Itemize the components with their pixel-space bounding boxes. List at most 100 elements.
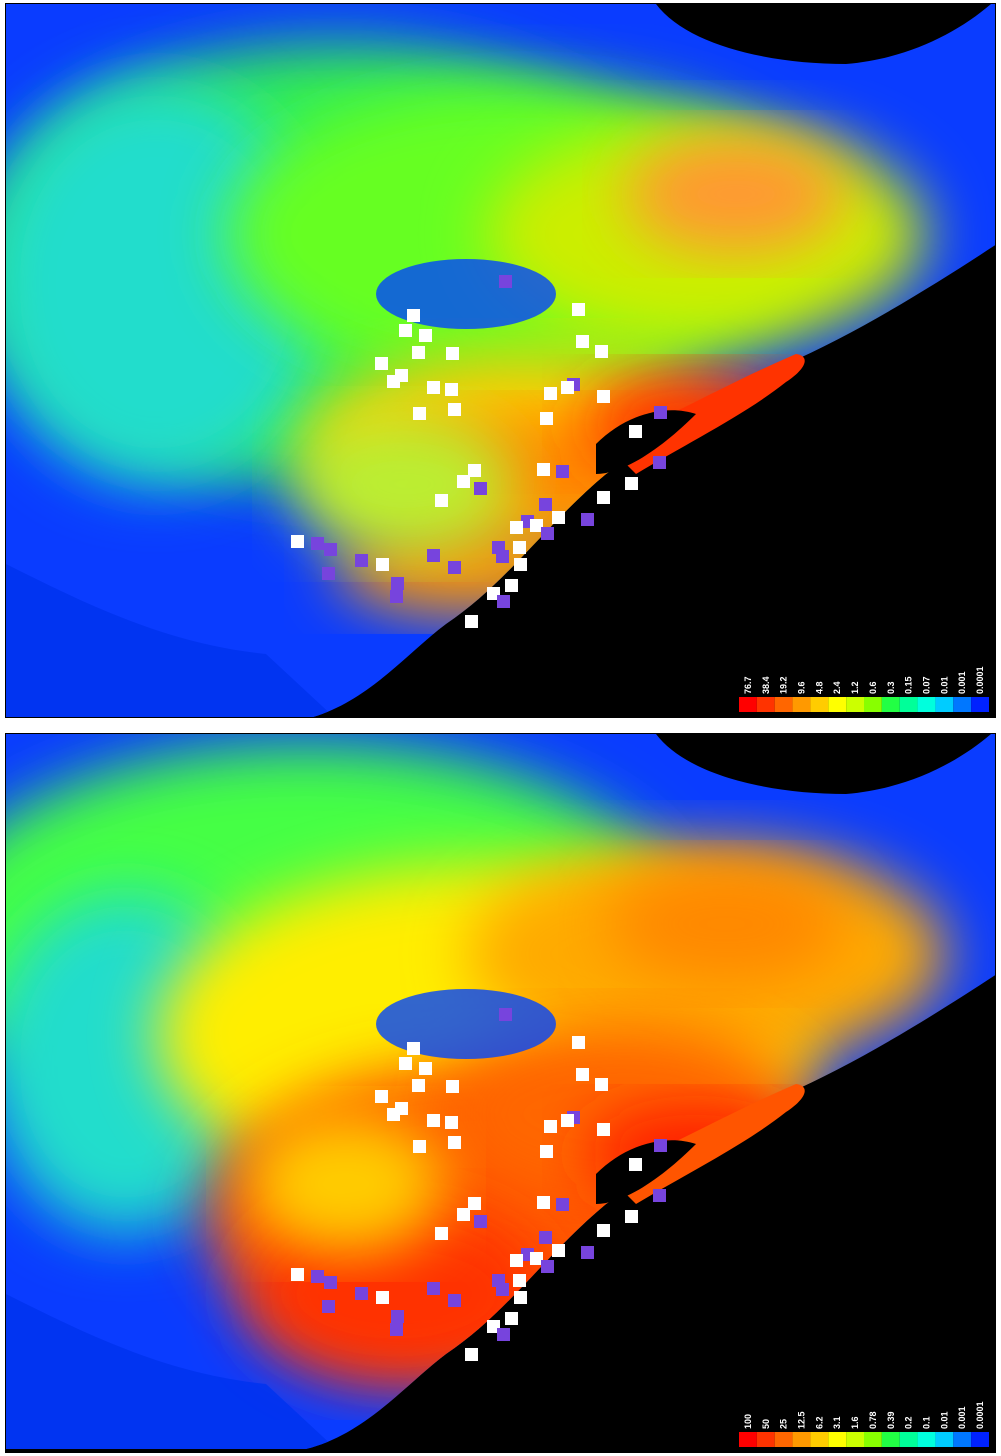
site-marker-white (537, 1196, 550, 1209)
site-marker-white (576, 335, 589, 348)
site-marker-white (572, 303, 585, 316)
site-marker-white (514, 558, 527, 571)
legend-label: 0.6 (868, 681, 878, 694)
site-marker-purple (311, 537, 324, 550)
map: 100502512.56.23.11.60.780.390.20.10.010.… (6, 734, 995, 1452)
legend-label: 3.1 (832, 1416, 842, 1429)
site-marker-purple (539, 498, 552, 511)
site-marker-purple (324, 1276, 337, 1289)
site-marker-white (514, 1291, 527, 1304)
site-marker-white (419, 329, 432, 342)
site-marker-white (376, 1291, 389, 1304)
legend-label: 1.2 (850, 681, 860, 694)
legend-label: 38.4 (761, 676, 771, 694)
legend-label: 100 (743, 1414, 753, 1429)
legend-label: 0.07 (922, 676, 932, 694)
legend-swatch (775, 697, 793, 712)
site-marker-white (465, 1348, 478, 1361)
site-marker-purple (496, 550, 509, 563)
site-marker-purple (556, 465, 569, 478)
site-marker-purple (390, 590, 403, 603)
legend-swatch (810, 1432, 828, 1447)
site-marker-purple (541, 1260, 554, 1273)
legend-label: 0.0001 (975, 1401, 985, 1429)
site-marker-white (561, 381, 574, 394)
legend-swatch (882, 1432, 900, 1447)
site-marker-white (629, 425, 642, 438)
site-marker-white (291, 1268, 304, 1281)
site-marker-purple (499, 275, 512, 288)
site-marker-white (457, 1208, 470, 1221)
site-marker-purple (497, 595, 510, 608)
site-marker-purple (556, 1198, 569, 1211)
lake (376, 989, 556, 1059)
legend-swatch (953, 1432, 971, 1447)
site-marker-white (597, 1123, 610, 1136)
legend-swatch (900, 1432, 918, 1447)
site-marker-purple (391, 1310, 404, 1323)
intensity-area (626, 134, 846, 254)
legend-label: 0.001 (957, 1406, 967, 1429)
site-marker-white (375, 357, 388, 370)
site-marker-white (413, 407, 426, 420)
site-marker-white (399, 324, 412, 337)
site-marker-white (505, 579, 518, 592)
site-marker-purple (474, 1215, 487, 1228)
site-marker-white (510, 1254, 523, 1267)
site-marker-purple (355, 1287, 368, 1300)
legend-swatch (793, 1432, 811, 1447)
site-marker-purple (390, 1323, 403, 1336)
site-marker-white (457, 475, 470, 488)
legend-swatch (828, 697, 846, 712)
site-marker-white (412, 346, 425, 359)
site-marker-white (427, 381, 440, 394)
legend-label: 0.2 (904, 1416, 914, 1429)
site-marker-purple (322, 567, 335, 580)
site-marker-white (376, 558, 389, 571)
legend-label: 0.001 (957, 671, 967, 694)
site-marker-white (446, 1080, 459, 1093)
legend-label: 12.5 (797, 1411, 807, 1429)
lake (376, 259, 556, 329)
site-marker-white (375, 1090, 388, 1103)
site-marker-purple (581, 1246, 594, 1259)
site-marker-white (435, 494, 448, 507)
site-marker-white (413, 1140, 426, 1153)
site-marker-white (427, 1114, 440, 1127)
site-marker-white (448, 403, 461, 416)
intensity-area (246, 1114, 446, 1254)
legend-label: 4.8 (814, 681, 824, 694)
legend-swatch (935, 1432, 953, 1447)
site-marker-purple (653, 1189, 666, 1202)
site-marker-white (597, 491, 610, 504)
legend-swatch (846, 1432, 864, 1447)
legend-label: 76.7 (743, 676, 753, 694)
site-marker-purple (499, 1008, 512, 1021)
site-marker-white (407, 1042, 420, 1055)
legend-swatch (739, 697, 757, 712)
site-marker-purple (322, 1300, 335, 1313)
legend-swatch (971, 697, 989, 712)
legend-swatch (757, 1432, 775, 1447)
legend-label: 25 (779, 1419, 789, 1429)
legend-swatch (864, 697, 882, 712)
legend-label: 2.4 (832, 681, 842, 694)
legend-swatch (775, 1432, 793, 1447)
site-marker-white (597, 1224, 610, 1237)
site-marker-purple (474, 482, 487, 495)
site-marker-purple (391, 577, 404, 590)
site-marker-purple (654, 1139, 667, 1152)
site-marker-white (595, 345, 608, 358)
legend-label: 0.01 (939, 676, 949, 694)
site-marker-purple (581, 513, 594, 526)
site-marker-white (510, 521, 523, 534)
site-marker-purple (496, 1283, 509, 1296)
site-marker-white (597, 390, 610, 403)
site-marker-purple (427, 1282, 440, 1295)
site-marker-white (445, 1116, 458, 1129)
legend-swatch (810, 697, 828, 712)
site-marker-white (540, 412, 553, 425)
site-marker-purple (539, 1231, 552, 1244)
